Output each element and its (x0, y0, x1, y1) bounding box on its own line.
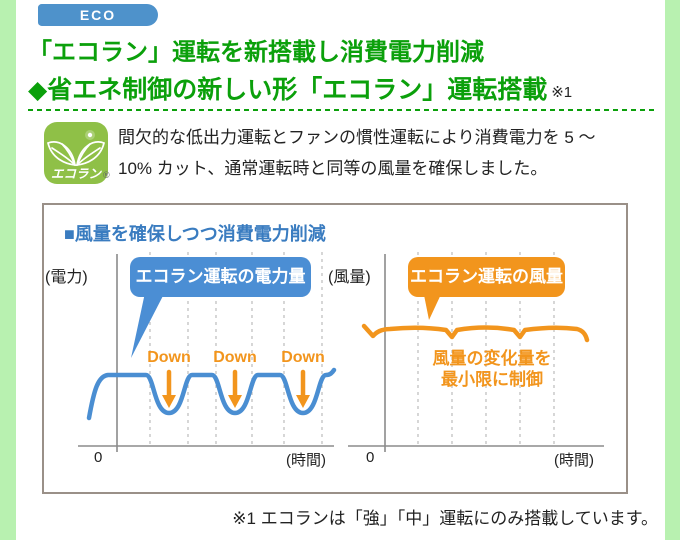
airflow-annotation-line-1: 風量の変化量を (432, 349, 552, 368)
eco-badge: ECO (38, 4, 158, 26)
airflow-annotation-line-2: 最小限に制御 (441, 370, 543, 389)
logo-background (44, 122, 108, 184)
section-heading-text: ◆省エネ制御の新しい形「エコラン」運転搭載 (28, 76, 548, 104)
airflow-callout: エコラン運転の風量 (408, 257, 565, 297)
intro-line-1: 間欠的な低出力運転とファンの慣性運転により消費電力を 5 〜 (118, 128, 596, 147)
left-origin-label: 0 (94, 449, 103, 466)
airflow-annotation: 風量の変化量を 最小限に制御 (402, 348, 582, 390)
logo-leaf-wings (46, 141, 106, 166)
right-gridlines (417, 252, 555, 446)
section-heading: ◆省エネ制御の新しい形「エコラン」運転搭載 ※1 (28, 70, 572, 106)
left-y-axis-label: (電力) (45, 269, 88, 286)
down-label-3: Down (281, 349, 325, 366)
power-callout: エコラン運転の電力量 (130, 257, 311, 297)
blue-callout-tail (131, 288, 166, 358)
logo-sparkle (87, 132, 93, 138)
ecorun-logo-icon: エコラン (44, 122, 108, 184)
page-title: 「エコラン」運転を新搭載し消費電力削減 (28, 39, 484, 66)
orange-callout-tail (423, 290, 443, 320)
right-y-axis-label: (風量) (328, 269, 371, 286)
down-label-2: Down (213, 349, 257, 366)
power-line (86, 367, 337, 421)
right-axes (348, 254, 604, 452)
airflow-line (361, 323, 590, 343)
right-origin-label: 0 (366, 449, 375, 466)
down-label-1: Down (147, 349, 191, 366)
right-x-axis-label: (時間) (554, 452, 594, 469)
left-axes (78, 254, 334, 452)
footnote-ref: ※1 (551, 84, 573, 101)
left-gridlines (149, 252, 323, 446)
intro-line-2: 10% カット、通常運転時と同等の風量を確保しました。 (118, 159, 548, 178)
intro-paragraph: 間欠的な低出力運転とファンの慣性運転により消費電力を 5 〜 10% カット、通… (118, 122, 663, 184)
logo-label: エコラン (51, 167, 103, 181)
registered-mark: ® (103, 170, 110, 180)
chart-title: ■風量を確保しつつ消費電力削減 (64, 224, 326, 244)
dotted-divider (28, 109, 657, 111)
footnote: ※1 エコランは「強」「中」運転にのみ搭載しています。 (232, 509, 658, 528)
left-x-axis-label: (時間) (286, 452, 326, 469)
down-arrows (162, 369, 310, 408)
